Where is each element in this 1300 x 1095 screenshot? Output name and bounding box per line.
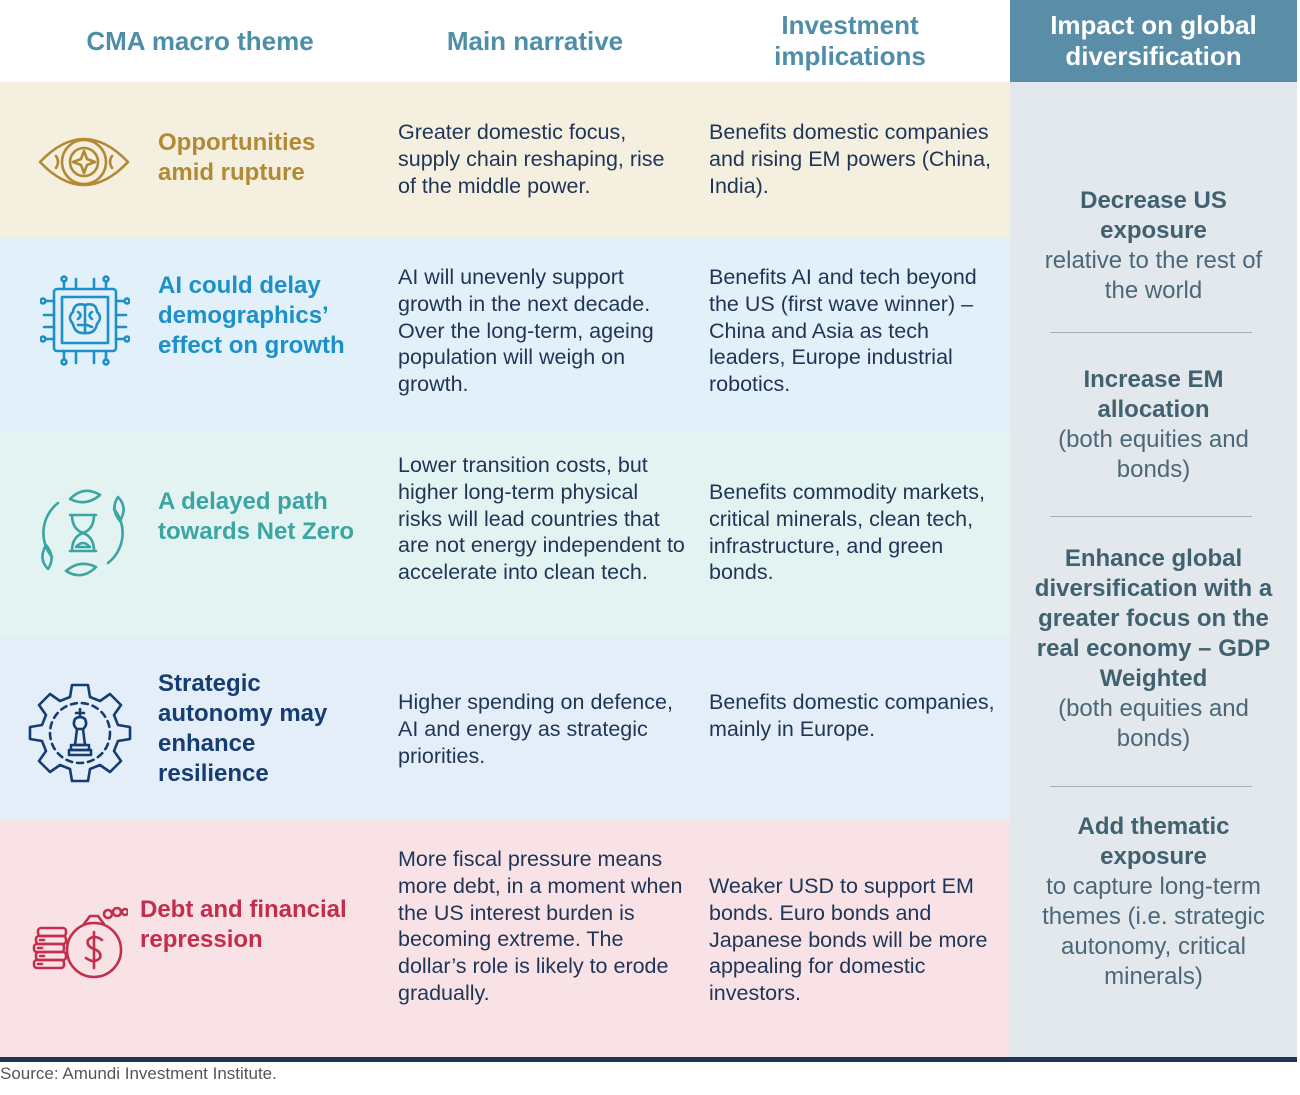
row-implications: Benefits AI and tech beyond the US (firs… xyxy=(709,265,977,397)
row-narrative: Higher spending on defence, AI and energ… xyxy=(398,690,673,768)
impact-detail: relative to the rest of the world xyxy=(1044,247,1263,304)
impact-headline: Increase EM allocation xyxy=(1083,366,1224,423)
impact-divider xyxy=(1050,516,1252,517)
row-strategic-autonomy: Strategic autonomy may enhance resilienc… xyxy=(0,637,1010,820)
row-theme-label: AI could delay demographics’ effect on g… xyxy=(158,272,345,359)
row-narrative: Lower transition costs, but higher long-… xyxy=(398,453,685,585)
impact-divider xyxy=(1050,786,1252,787)
header-theme: CMA macro theme xyxy=(86,25,314,56)
row-theme-label: A delayed path towards Net Zero xyxy=(158,488,355,545)
row-theme-label: Opportunities amid rupture xyxy=(158,129,316,186)
impact-item: Add thematic exposure to capture long-te… xyxy=(1010,812,1297,992)
impact-headline: Enhance global diversification with a gr… xyxy=(1034,545,1273,692)
gear-chess-king-icon xyxy=(28,683,132,783)
impact-headline: Add thematic exposure xyxy=(1077,813,1230,870)
source-note: Source: Amundi Investment Institute. xyxy=(0,1064,277,1083)
row-debt: Debt and financial repression More fisca… xyxy=(0,820,1010,1057)
row-narrative: Greater domestic focus, supply chain res… xyxy=(398,120,665,198)
row-narrative: AI will unevenly support growth in the n… xyxy=(398,265,654,397)
hourglass-leaves-icon xyxy=(41,489,125,577)
impact-column xyxy=(1010,82,1297,1057)
impact-item: Enhance global diversification with a gr… xyxy=(1010,544,1297,754)
impact-detail: to capture long-term themes (i.e. strate… xyxy=(1042,873,1265,990)
row-opportunities: Opportunities amid rupture Greater domes… xyxy=(0,82,1010,237)
row-net-zero: A delayed path towards Net Zero Lower tr… xyxy=(0,432,1010,637)
bottom-rule xyxy=(0,1057,1297,1062)
row-implications: Benefits commodity markets, critical min… xyxy=(709,480,986,585)
impact-divider xyxy=(1050,332,1252,333)
impact-headline: Decrease US exposure xyxy=(1080,187,1227,244)
header-narrative: Main narrative xyxy=(446,25,624,56)
row-theme-label: Strategic autonomy may enhance resilienc… xyxy=(158,670,328,787)
eye-icon xyxy=(38,137,130,187)
header-implications: Investment implications xyxy=(774,10,926,71)
header-impact: Impact on global diversification xyxy=(1010,0,1297,82)
row-implications: Weaker USD to support EM bonds. Euro bon… xyxy=(709,874,988,1006)
impact-detail: (both equities and bonds) xyxy=(1058,695,1249,752)
impact-item: Decrease US exposure relative to the res… xyxy=(1010,186,1297,306)
impact-item: Increase EM allocation (both equities an… xyxy=(1010,365,1297,485)
row-narrative: More fiscal pressure means more debt, in… xyxy=(398,847,683,1005)
row-ai: AI could delay demographics’ effect on g… xyxy=(0,237,1010,432)
row-implications: Benefits domestic companies and rising E… xyxy=(709,120,992,198)
money-bag-coins-icon xyxy=(32,906,128,979)
ai-brain-chip-icon xyxy=(40,275,130,366)
row-implications: Benefits domestic companies, mainly in E… xyxy=(709,690,995,741)
impact-detail: (both equities and bonds) xyxy=(1058,426,1249,483)
row-theme-label: Debt and financial repression xyxy=(140,896,347,953)
